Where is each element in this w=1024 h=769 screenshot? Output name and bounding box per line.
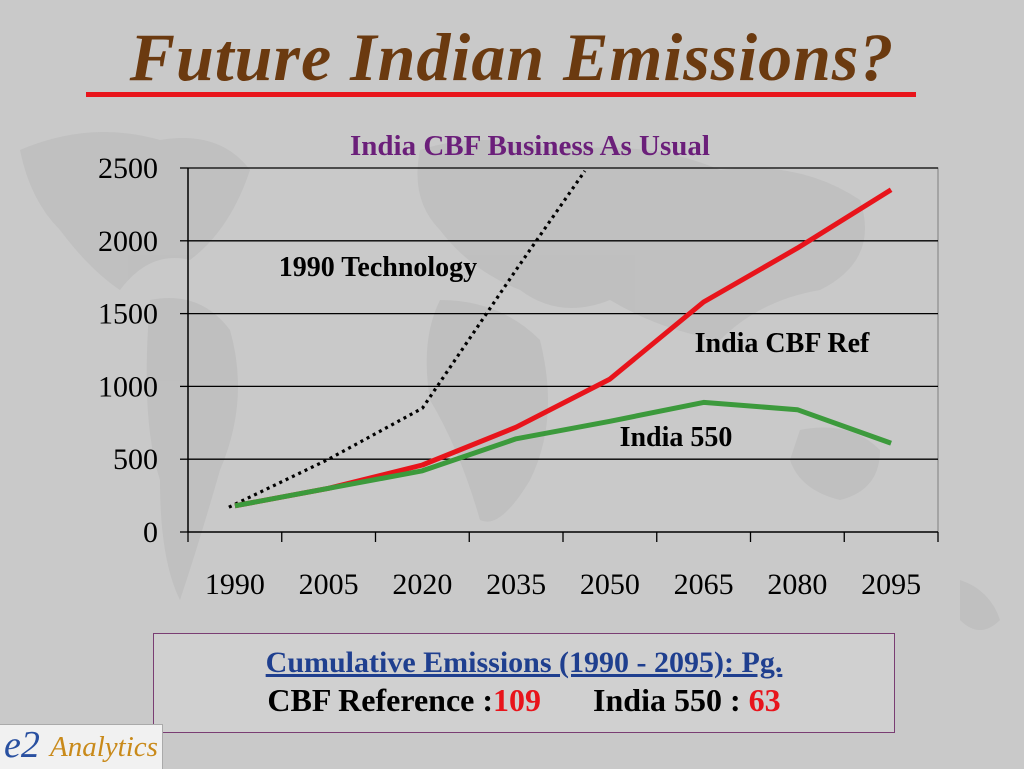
x-tick-label-2065: 2065 [674,568,734,601]
x-tick-label-1990: 1990 [205,568,265,601]
india550-value: 63 [748,682,781,718]
x-tick-label-2020: 2020 [392,568,452,601]
y-tick-label-2500: 2500 [98,152,158,185]
x-tick-label-2050: 2050 [580,568,640,601]
slide-title: Future Indian Emissions? [129,19,895,95]
series-line-india-550 [234,399,892,509]
cumulative-emissions-heading: Cumulative Emissions (1990 - 2095): Pg. [265,646,783,679]
y-tick-label-1000: 1000 [98,370,158,403]
logo-mark: e2 [4,724,40,766]
ref-value: 109 [493,682,542,718]
x-tick-label-2035: 2035 [486,568,546,601]
logo-text: Analytics [50,731,158,763]
india550-label: India 550 : [593,682,749,718]
y-tick-label-1500: 1500 [98,298,158,331]
e2-analytics-logo: e2 Analytics [0,724,163,769]
ref-label: CBF Reference : [267,682,494,718]
y-tick-label-0: 0 [143,516,158,549]
cumulative-emissions-values: CBF Reference :109 India 550 : 63 [154,682,894,719]
series-label-india-550: India 550 [620,422,733,453]
series-line-1990-technology [228,169,587,509]
title-underline [86,92,916,97]
y-tick-label-500: 500 [113,443,158,476]
series-label-1990-technology: 1990 Technology [279,252,477,283]
x-tick-label-2005: 2005 [299,568,359,601]
cumulative-emissions-box: Cumulative Emissions (1990 - 2095): Pg. … [153,633,895,733]
series-label-india-cbf-ref: India CBF Ref [695,328,870,359]
x-tick-label-2080: 2080 [767,568,827,601]
y-tick-label-2000: 2000 [98,225,158,258]
chart-title: India CBF Business As Usual [350,130,710,162]
x-tick-label-2095: 2095 [861,568,921,601]
